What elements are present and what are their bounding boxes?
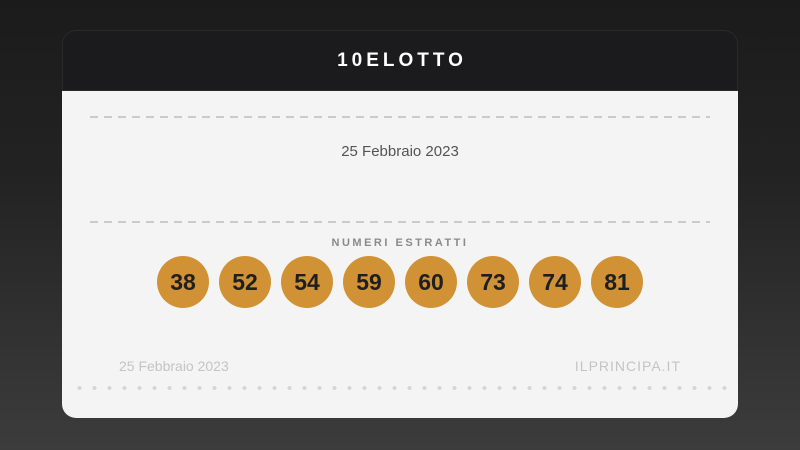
number-ball: 54 <box>281 256 333 308</box>
footer-date: 25 Febbraio 2023 <box>119 358 229 374</box>
card-header: 10ELOTTO <box>62 30 738 91</box>
draw-date: 25 Febbraio 2023 <box>341 143 459 160</box>
dashed-divider-top <box>90 116 710 118</box>
footer-site-name: ILPRINCIPA.IT <box>574 358 681 374</box>
number-ball: 81 <box>591 256 643 308</box>
number-ball: 38 <box>157 256 209 308</box>
number-ball: 73 <box>467 256 519 308</box>
number-ball: 52 <box>219 256 271 308</box>
game-title: 10ELOTTO <box>337 49 467 71</box>
lottery-result-card: 10ELOTTO 25 Febbraio 2023 NUMERI ESTRATT… <box>62 30 738 418</box>
numbers-extracted-label: NUMERI ESTRATTI <box>331 237 469 249</box>
card-footer: 25 Febbraio 2023 ILPRINCIPA.IT <box>62 357 738 375</box>
number-ball: 60 <box>405 256 457 308</box>
numbers-row: 38 52 54 59 60 73 74 81 <box>62 256 738 308</box>
dotted-divider-bottom <box>72 385 728 391</box>
dashed-divider-middle <box>90 221 710 223</box>
card-body: 25 Febbraio 2023 NUMERI ESTRATTI 38 52 5… <box>62 91 738 418</box>
number-ball: 59 <box>343 256 395 308</box>
number-ball: 74 <box>529 256 581 308</box>
